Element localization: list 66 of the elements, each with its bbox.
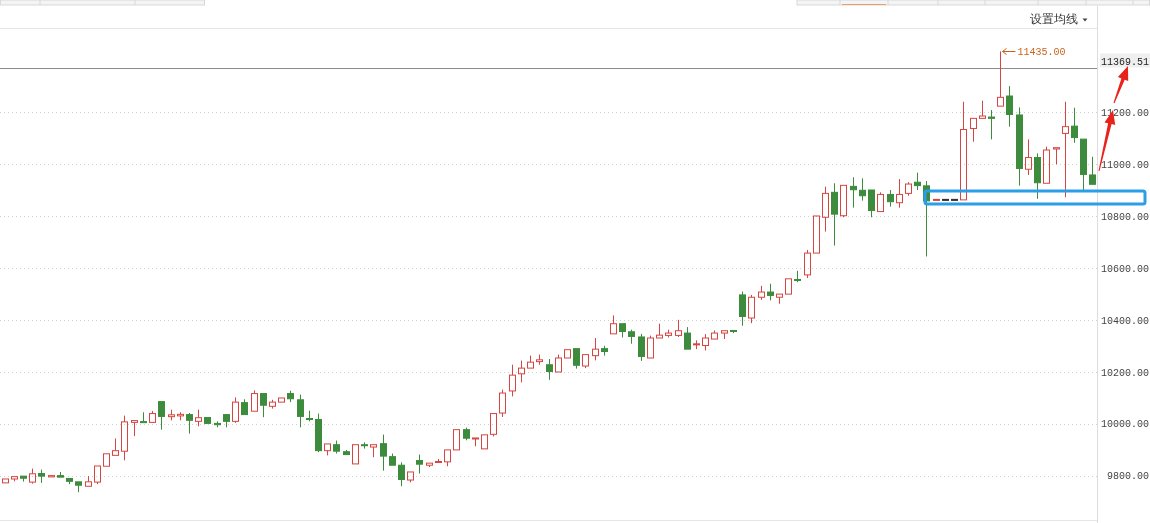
candlestick (103, 453, 110, 467)
candlestick (1053, 147, 1060, 165)
annotation: 11435.00 (1017, 47, 1066, 58)
candlestick (592, 337, 599, 361)
candlestick (1006, 85, 1013, 128)
text: 设置均线 (1030, 12, 1078, 26)
candlestick (970, 117, 977, 143)
candlestick (140, 411, 147, 424)
candlestick (352, 444, 359, 465)
candlestick (942, 198, 949, 201)
candlestick (481, 434, 488, 450)
candlestick (112, 437, 119, 456)
candlestick (564, 349, 571, 359)
y-tick-label: 10600.00 (1100, 263, 1149, 275)
candlestick (1071, 107, 1078, 144)
candlestick (951, 198, 958, 201)
candlestick (20, 475, 27, 483)
candlestick (251, 389, 258, 412)
candlestick (453, 429, 460, 451)
candlestick (776, 293, 783, 305)
candlestick (204, 416, 211, 424)
candlestick (573, 348, 580, 370)
candlestick (813, 215, 820, 254)
candlestick (158, 401, 165, 431)
candlestick (186, 412, 193, 435)
candlestick (370, 444, 377, 458)
candlestick (960, 101, 967, 201)
candlestick (546, 358, 553, 381)
candlestick (1062, 101, 1069, 198)
candlestick (278, 397, 285, 403)
candlestick (785, 278, 792, 295)
candlestick (675, 319, 682, 338)
candlestick (822, 186, 829, 233)
candlestick (831, 182, 838, 247)
candlestick (877, 191, 884, 213)
candlestick (610, 314, 617, 335)
candlestick (398, 461, 405, 487)
y-tick-label: 10200.00 (1100, 367, 1149, 379)
ref-line-label: 11369.51 (1100, 56, 1149, 68)
candlestick (933, 198, 940, 201)
candlestick (1089, 156, 1096, 185)
candlestick (48, 475, 55, 478)
candlestick (656, 323, 663, 339)
y-tick-label: 10400.00 (1100, 315, 1149, 327)
y-tick-label: 10000.00 (1100, 419, 1149, 431)
candlestick (131, 420, 138, 437)
candlestick (850, 176, 857, 209)
candlestick (887, 189, 894, 208)
candlestick (859, 177, 866, 202)
candlestick (914, 172, 921, 191)
candlestick (2, 478, 9, 484)
y-tick-label: 11000.00 (1100, 159, 1149, 171)
candlestick (896, 178, 903, 209)
candlestick (1080, 138, 1087, 191)
candlestick (444, 449, 451, 467)
candlestick (979, 100, 986, 119)
candlestick (241, 398, 248, 416)
candlestick (416, 454, 423, 475)
candlestick (1016, 106, 1023, 187)
candlestick (1034, 152, 1041, 200)
y-tick-label: 10800.00 (1100, 211, 1149, 223)
candlestick (260, 393, 267, 418)
y-tick-label: 9800.00 (1106, 471, 1149, 483)
candlestick (380, 434, 387, 472)
candlestick (1025, 138, 1032, 176)
candlestick (988, 109, 995, 140)
